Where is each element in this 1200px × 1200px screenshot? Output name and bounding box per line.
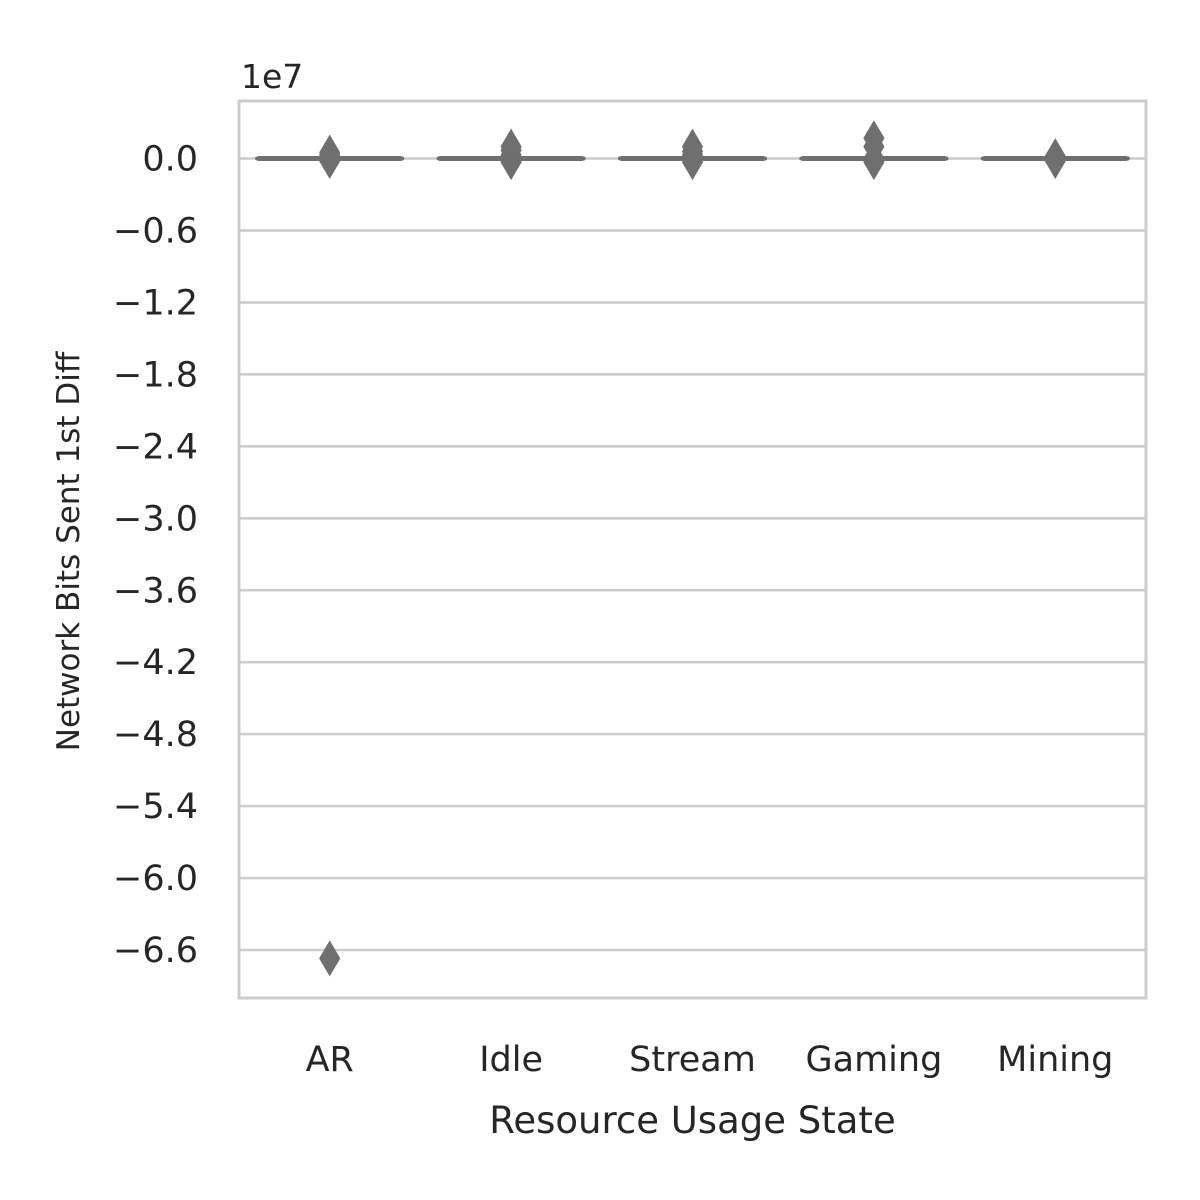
box-group-ar [255,134,405,977]
box-group-gaming [799,120,949,181]
y-tick-label: −0.6 [113,212,198,252]
y-tick-label: −2.4 [113,427,198,467]
y-tick-label: 0.0 [142,140,198,180]
box-marks [255,120,1130,977]
x-axis-title: Resource Usage State [489,1099,895,1142]
x-tick-label: Idle [479,1040,543,1080]
grid [239,157,1146,952]
y-tick-label: −4.8 [113,715,198,755]
outlier-point [319,940,341,977]
y-tick-label: −1.2 [113,283,198,323]
y-axis-title: Network Bits Sent 1st Diff [51,351,87,751]
outlier-point [681,128,704,165]
y-tick-label: −4.2 [113,643,198,683]
outlier-point [1044,138,1066,175]
x-tick-label: Gaming [806,1040,943,1080]
x-tick-labels: AR Idle Stream Gaming Mining [306,1040,1114,1080]
y-tick-label: −3.6 [113,571,198,611]
outlier-point [319,134,341,171]
box-group-stream [617,128,768,181]
outlier-point [500,128,522,165]
box-group-idle [436,128,586,181]
y-offset-label: 1e7 [241,57,303,96]
y-tick-labels: 0.0 −0.6 −1.2 −1.8 −2.4 −3.0 −3.6 −4.2 −4.8 −5.4 −… [113,140,198,971]
x-tick-label: Stream [629,1040,756,1080]
y-tick-label: −5.4 [113,787,198,827]
outlier-point [863,120,885,157]
y-tick-label: −6.6 [113,931,198,971]
y-tick-label: −1.8 [113,355,198,395]
y-tick-label: −6.0 [113,859,198,899]
y-tick-label: −3.0 [113,499,198,539]
box-group-mining [980,138,1130,179]
plot-frame [237,99,1148,1000]
x-tick-label: Mining [997,1040,1113,1080]
x-tick-label: AR [306,1040,354,1080]
